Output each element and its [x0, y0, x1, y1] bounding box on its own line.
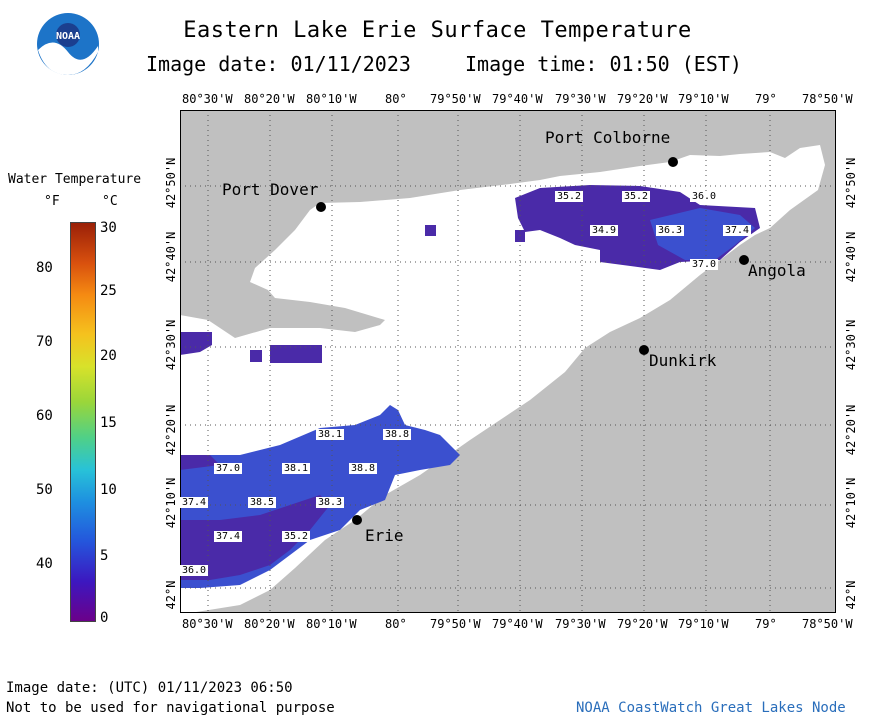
- lat-label: 42°10'N: [844, 478, 858, 529]
- lon-label-bottom: 79°40'W: [492, 617, 543, 631]
- lat-label: 42°50'N: [164, 158, 178, 209]
- lon-label-bottom: 79°50'W: [430, 617, 481, 631]
- map-title: Eastern Lake Erie Surface Temperature: [183, 18, 692, 43]
- city-label-angola: Angola: [748, 261, 806, 280]
- lon-label-bottom: 79°10'W: [678, 617, 729, 631]
- lon-label-top: 80°10'W: [306, 92, 357, 106]
- city-label-dunkirk: Dunkirk: [649, 351, 717, 370]
- lake-map: [180, 110, 836, 613]
- image-date: Image date: 01/11/2023: [146, 52, 411, 76]
- lat-label: 42°40'N: [844, 232, 858, 283]
- lon-label-bottom: 79°30'W: [555, 617, 606, 631]
- city-markers: [316, 157, 749, 525]
- colorbar-title: Water Temperature: [8, 172, 142, 187]
- city-dot-port-colborne: [668, 157, 678, 167]
- lat-label: 42°20'N: [164, 405, 178, 456]
- lat-label: 42°30'N: [164, 320, 178, 371]
- lon-label-top: 79°30'W: [555, 92, 606, 106]
- colorbar-c-tick: 25: [100, 283, 117, 299]
- city-dot-angola: [739, 255, 749, 265]
- lon-label-top: 79°: [755, 92, 777, 106]
- city-label-erie: Erie: [365, 526, 404, 545]
- colorbar-c-tick: 10: [100, 482, 117, 498]
- colorbar-c-tick: 0: [100, 610, 109, 626]
- colorbar-unit-c: °C: [102, 194, 118, 209]
- city-label-port-dover: Port Dover: [222, 180, 319, 199]
- noaa-logo: NOAA: [37, 13, 99, 75]
- colorbar-c-tick: 30: [100, 220, 117, 236]
- lon-label-bottom: 80°30'W: [182, 617, 233, 631]
- lon-label-top: 78°50'W: [802, 92, 853, 106]
- city-dot-port-dover: [316, 202, 326, 212]
- lon-label-bottom: 79°20'W: [617, 617, 668, 631]
- city-dot-erie: [352, 515, 362, 525]
- lon-label-top: 80°30'W: [182, 92, 233, 106]
- temperature-field: [180, 185, 760, 588]
- lon-label-top: 79°50'W: [430, 92, 481, 106]
- lon-label-bottom: 80°: [385, 617, 407, 631]
- colorbar-f-tick: 50: [36, 482, 53, 498]
- lat-label: 42°N: [844, 581, 858, 610]
- lat-labels-right: 42°50'N 42°40'N 42°30'N 42°20'N 42°10'N …: [844, 158, 858, 610]
- lat-label: 42°50'N: [844, 158, 858, 209]
- lon-label-top: 80°: [385, 92, 407, 106]
- colorbar-f-tick: 70: [36, 334, 53, 350]
- city-dot-dunkirk: [639, 345, 649, 355]
- lon-label-top: 79°20'W: [617, 92, 668, 106]
- lon-label-bottom: 80°10'W: [306, 617, 357, 631]
- lon-label-top: 79°10'W: [678, 92, 729, 106]
- lon-label-top: 80°20'W: [244, 92, 295, 106]
- city-label-port-colborne: Port Colborne: [545, 128, 671, 147]
- footer-utc-date: Image date: (UTC) 01/11/2023 06:50: [6, 680, 293, 696]
- logo-text: NOAA: [56, 31, 80, 42]
- lat-label: 42°30'N: [844, 320, 858, 371]
- image-time: Image time: 01:50 (EST): [465, 52, 742, 76]
- colorbar-c-tick: 5: [100, 548, 109, 564]
- colorbar-f-tick: 40: [36, 556, 53, 572]
- colorbar-unit-f: °F: [44, 194, 60, 209]
- lat-label: 42°N: [164, 581, 178, 610]
- lat-labels-left: 42°50'N 42°40'N 42°30'N 42°20'N 42°10'N …: [164, 158, 178, 610]
- colorbar-f-tick: 80: [36, 260, 53, 276]
- lon-label-bottom: 80°20'W: [244, 617, 295, 631]
- lat-label: 42°40'N: [164, 232, 178, 283]
- lon-label-top: 79°40'W: [492, 92, 543, 106]
- lat-label: 42°10'N: [164, 478, 178, 529]
- footer-source: NOAA CoastWatch Great Lakes Node: [576, 700, 846, 716]
- lat-label: 42°20'N: [844, 405, 858, 456]
- colorbar: [70, 222, 96, 622]
- colorbar-c-tick: 15: [100, 415, 117, 431]
- colorbar-f-tick: 60: [36, 408, 53, 424]
- lon-label-bottom: 78°50'W: [802, 617, 853, 631]
- colorbar-c-tick: 20: [100, 348, 117, 364]
- footer-disclaimer: Not to be used for navigational purpose: [6, 700, 335, 716]
- lon-label-bottom: 79°: [755, 617, 777, 631]
